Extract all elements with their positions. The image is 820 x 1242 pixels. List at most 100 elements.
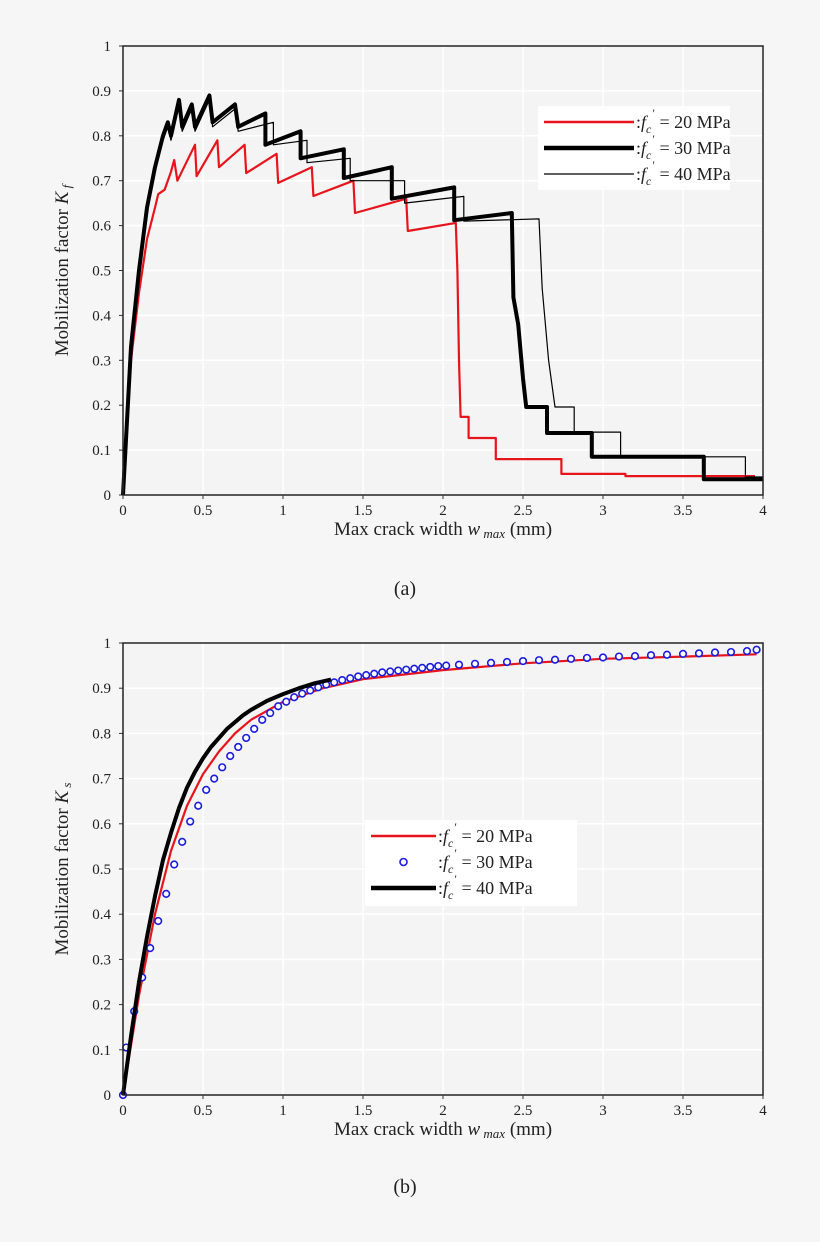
text-part: f — [641, 138, 649, 158]
text-part: w — [467, 1119, 480, 1140]
text-part: c — [448, 862, 454, 876]
data-point — [486, 658, 496, 667]
x-tick-label: 1 — [279, 503, 287, 519]
y-tick-label: 0.1 — [92, 443, 111, 459]
y-tick-label: 0.5 — [92, 264, 111, 280]
x-tick-label: 2.5 — [514, 1103, 533, 1119]
data-point — [518, 656, 528, 666]
data-point — [418, 663, 427, 672]
y-tick-label: 0.8 — [92, 726, 111, 742]
x-tick-label: 1.5 — [354, 1103, 373, 1119]
data-point — [646, 651, 656, 660]
data-point — [194, 801, 203, 810]
text-part: f — [641, 112, 649, 132]
data-point — [210, 774, 219, 783]
data-point — [266, 708, 275, 718]
data-point — [306, 686, 315, 695]
x-tick-label: 1.5 — [354, 503, 373, 519]
data-point — [410, 664, 419, 673]
data-point — [202, 785, 211, 795]
text-part: ′ — [454, 872, 457, 886]
text-part: c — [448, 836, 454, 850]
text-part: ′ — [454, 846, 457, 860]
text-part: : — [636, 164, 641, 184]
caption-b: (b) — [393, 1176, 417, 1198]
text-part: Max crack width — [334, 1119, 467, 1140]
text-part: c — [646, 174, 652, 188]
x-tick-label: 0 — [119, 1103, 127, 1119]
data-point — [394, 666, 403, 675]
text-part: = 30 MPa — [457, 852, 533, 872]
text-part: : — [438, 878, 443, 898]
data-point — [338, 675, 347, 685]
data-point — [226, 751, 235, 761]
text-part: = 40 MPa — [655, 164, 731, 184]
text-part: Max crack width — [334, 519, 467, 540]
series-30-mpa — [118, 645, 761, 1100]
legend-label: :fc′ = 40 MPa — [636, 158, 731, 188]
text-part: c — [448, 888, 454, 902]
data-point — [242, 733, 251, 743]
y-tick-label: 0.4 — [92, 308, 111, 324]
y-axis-label: Mobilization factor K s — [52, 783, 74, 956]
data-point — [170, 860, 179, 869]
data-point — [146, 943, 155, 953]
data-point — [726, 647, 736, 657]
data-point — [502, 657, 512, 667]
data-point — [330, 678, 339, 687]
text-part: K — [52, 190, 73, 205]
data-point — [434, 661, 443, 671]
x-tick-label: 3 — [599, 1103, 607, 1119]
x-tick-label: 2 — [439, 1103, 447, 1119]
legend: :fc′ = 20 MPa:fc′ = 30 MPa:fc′ = 40 MPa — [538, 106, 731, 190]
x-axis-label: Max crack width w max (mm) — [334, 1119, 552, 1141]
series-line — [121, 93, 763, 496]
series-line — [121, 677, 332, 1096]
data-point — [298, 689, 307, 698]
legend-label: :fc′ = 30 MPa — [438, 846, 533, 876]
chart-b: 0 0.5 1 1.5 2 2.5 3 3.5 4 0 0.1 0.2 0.3 0.4 0.5 0.6 0.7 0… — [52, 636, 767, 1141]
series-40-mpa — [122, 99, 763, 496]
text-part: K — [52, 790, 73, 805]
data-point — [218, 763, 227, 772]
text-part: ′ — [652, 106, 655, 120]
x-tick-label: 0.5 — [194, 1103, 213, 1119]
text-part: max — [480, 526, 505, 541]
y-axis-label: Mobilization factor K f — [52, 182, 74, 356]
series-line — [122, 99, 763, 496]
text-part: f — [443, 852, 451, 872]
data-point — [386, 667, 395, 676]
x-axis-label: Max crack width w max (mm) — [334, 519, 552, 541]
y-tick-label: 0.6 — [92, 219, 111, 235]
data-point — [178, 837, 187, 846]
y-tick-label: 0.4 — [92, 907, 111, 923]
axes-frame — [122, 642, 764, 1096]
data-point — [378, 668, 387, 677]
data-point — [186, 817, 195, 826]
data-point — [752, 645, 761, 654]
text-part: Mobilization factor — [52, 804, 73, 956]
text-part: c — [646, 122, 652, 136]
x-tick-label: 3.5 — [674, 1103, 693, 1119]
data-point — [354, 672, 363, 681]
text-part: = 20 MPa — [457, 826, 533, 846]
series-40-mpa — [121, 677, 332, 1096]
data-point — [630, 652, 640, 661]
y-tick-label: 0.8 — [92, 129, 111, 145]
data-point — [290, 693, 299, 702]
data-point — [250, 724, 259, 733]
legend-marker — [399, 857, 408, 867]
data-point — [282, 697, 291, 706]
text-part: ′ — [652, 158, 655, 172]
data-point — [534, 656, 544, 665]
data-point — [454, 660, 464, 669]
data-point — [346, 674, 355, 683]
legend-label: :fc′ = 30 MPa — [636, 132, 731, 162]
x-tick-label: 2 — [439, 503, 447, 519]
y-tick-label: 0 — [104, 488, 112, 504]
x-tick-label: 0.5 — [194, 503, 213, 519]
x-tick-label: 4 — [759, 1103, 767, 1119]
data-point — [402, 665, 411, 674]
text-part: f — [443, 826, 451, 846]
